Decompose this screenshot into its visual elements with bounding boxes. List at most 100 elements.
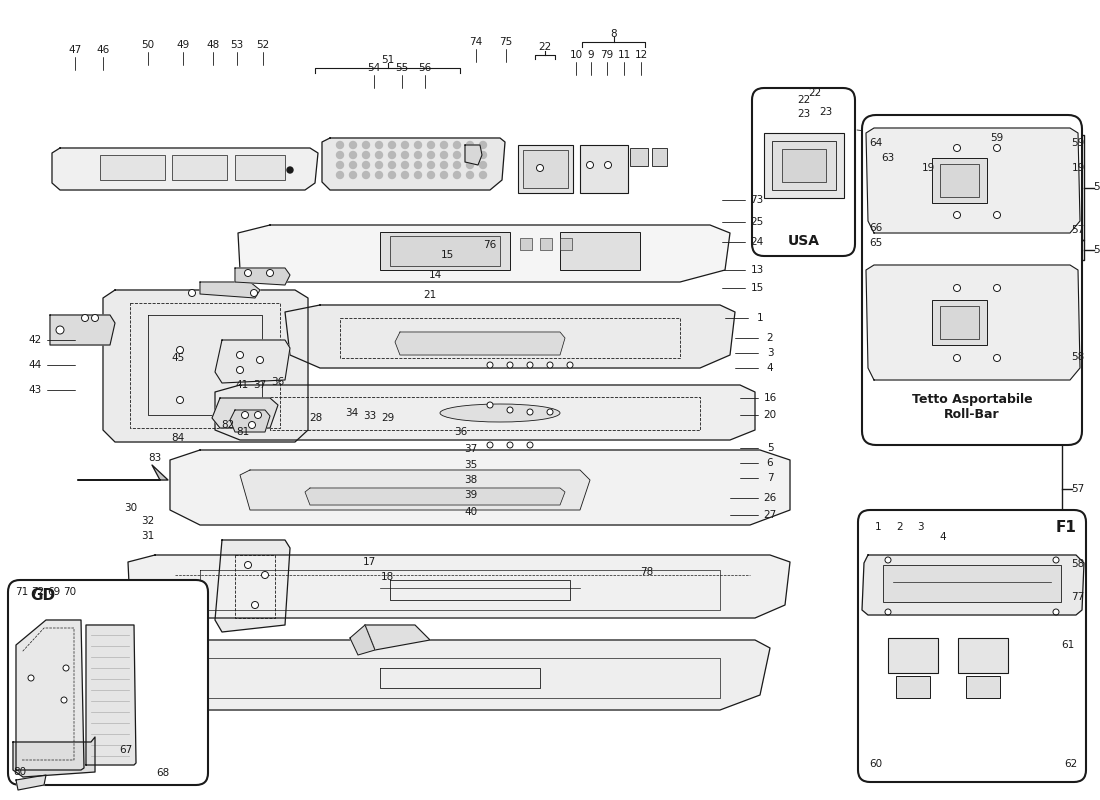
Text: 28: 28 bbox=[309, 413, 322, 423]
Circle shape bbox=[440, 142, 448, 149]
Circle shape bbox=[1053, 609, 1059, 615]
Circle shape bbox=[428, 171, 435, 178]
Text: 31: 31 bbox=[142, 531, 155, 541]
Bar bbox=[958, 638, 1008, 673]
Circle shape bbox=[886, 557, 891, 563]
Circle shape bbox=[375, 162, 383, 169]
Text: 26: 26 bbox=[763, 493, 777, 503]
Text: 20: 20 bbox=[763, 410, 777, 420]
Circle shape bbox=[251, 290, 257, 297]
Circle shape bbox=[91, 314, 99, 322]
Text: 13: 13 bbox=[750, 265, 763, 275]
Circle shape bbox=[923, 650, 930, 656]
Circle shape bbox=[547, 362, 553, 368]
Circle shape bbox=[415, 142, 421, 149]
Circle shape bbox=[402, 151, 408, 158]
Polygon shape bbox=[285, 305, 735, 368]
Bar bbox=[932, 300, 987, 345]
Ellipse shape bbox=[440, 404, 560, 422]
Text: 1: 1 bbox=[757, 313, 763, 323]
Circle shape bbox=[63, 665, 69, 671]
Circle shape bbox=[350, 142, 356, 149]
Circle shape bbox=[480, 142, 486, 149]
Polygon shape bbox=[143, 640, 770, 710]
Polygon shape bbox=[212, 398, 278, 428]
Text: 15: 15 bbox=[750, 283, 763, 293]
Text: 36: 36 bbox=[454, 427, 467, 437]
Text: 67: 67 bbox=[120, 745, 133, 755]
Polygon shape bbox=[214, 340, 290, 383]
Text: 61: 61 bbox=[1062, 640, 1075, 650]
Bar bbox=[883, 565, 1062, 602]
Circle shape bbox=[375, 151, 383, 158]
Text: 82: 82 bbox=[221, 420, 234, 430]
Bar bbox=[580, 145, 628, 193]
Bar bbox=[522, 150, 568, 188]
Text: 3: 3 bbox=[767, 348, 773, 358]
Text: GD: GD bbox=[30, 587, 55, 602]
Text: 37: 37 bbox=[253, 380, 266, 390]
Text: 48: 48 bbox=[207, 40, 220, 50]
Text: 30: 30 bbox=[124, 503, 138, 513]
Polygon shape bbox=[214, 385, 755, 440]
Text: 19: 19 bbox=[1071, 163, 1085, 173]
Circle shape bbox=[586, 162, 594, 169]
Text: 55: 55 bbox=[395, 63, 408, 73]
Circle shape bbox=[428, 142, 435, 149]
Polygon shape bbox=[52, 148, 318, 190]
Text: 8: 8 bbox=[610, 29, 617, 39]
Bar bbox=[782, 149, 826, 182]
Bar bbox=[172, 155, 227, 180]
Circle shape bbox=[440, 171, 448, 178]
Bar bbox=[940, 164, 979, 197]
Text: 23: 23 bbox=[820, 107, 833, 117]
Polygon shape bbox=[305, 488, 565, 505]
Text: 34: 34 bbox=[345, 408, 359, 418]
Text: 84: 84 bbox=[172, 433, 185, 443]
FancyBboxPatch shape bbox=[8, 580, 208, 785]
Circle shape bbox=[249, 422, 255, 429]
Circle shape bbox=[254, 411, 262, 418]
Text: 1: 1 bbox=[874, 522, 881, 532]
Circle shape bbox=[453, 151, 461, 158]
Bar bbox=[100, 155, 165, 180]
Circle shape bbox=[527, 442, 534, 448]
Bar bbox=[652, 148, 667, 166]
Text: 9: 9 bbox=[587, 50, 594, 60]
Circle shape bbox=[440, 151, 448, 158]
Text: 36: 36 bbox=[272, 377, 285, 387]
Circle shape bbox=[993, 211, 1001, 218]
Bar bbox=[940, 306, 979, 339]
Circle shape bbox=[453, 162, 461, 169]
Text: 63: 63 bbox=[881, 153, 894, 163]
Text: 14: 14 bbox=[428, 270, 441, 280]
Bar bbox=[540, 238, 552, 250]
Circle shape bbox=[605, 162, 612, 169]
Circle shape bbox=[527, 362, 534, 368]
Text: 22: 22 bbox=[796, 95, 810, 105]
Text: 57: 57 bbox=[1071, 484, 1085, 494]
Circle shape bbox=[896, 650, 903, 656]
Text: 38: 38 bbox=[464, 475, 477, 485]
Circle shape bbox=[56, 326, 64, 334]
Bar bbox=[560, 238, 572, 250]
Text: 74: 74 bbox=[470, 37, 483, 47]
Circle shape bbox=[388, 142, 396, 149]
Bar bbox=[390, 236, 501, 266]
Text: 59: 59 bbox=[990, 133, 1003, 143]
Text: 66: 66 bbox=[869, 223, 882, 233]
Circle shape bbox=[970, 683, 976, 689]
Text: 4: 4 bbox=[939, 532, 946, 542]
Text: 2: 2 bbox=[767, 333, 773, 343]
Circle shape bbox=[388, 151, 396, 158]
Circle shape bbox=[507, 407, 513, 413]
Circle shape bbox=[337, 162, 343, 169]
Text: 15: 15 bbox=[440, 250, 453, 260]
Polygon shape bbox=[214, 540, 290, 632]
Text: 29: 29 bbox=[382, 413, 395, 423]
Text: 17: 17 bbox=[362, 557, 375, 567]
Circle shape bbox=[428, 151, 435, 158]
Text: 53: 53 bbox=[230, 40, 243, 50]
Text: 73: 73 bbox=[750, 195, 763, 205]
Circle shape bbox=[487, 442, 493, 448]
